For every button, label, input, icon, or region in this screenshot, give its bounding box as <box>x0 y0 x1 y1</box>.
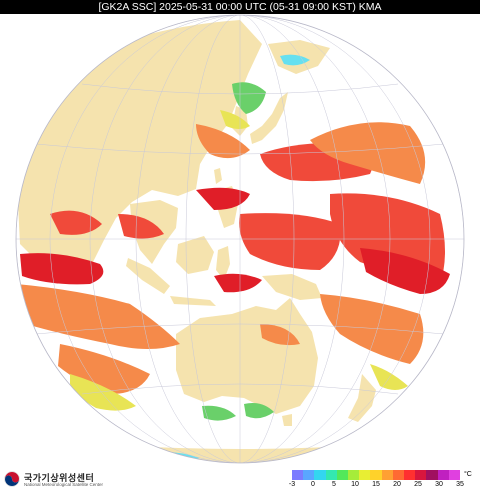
graticule <box>16 15 464 463</box>
color-scale-segment <box>336 470 349 480</box>
color-scale-segment <box>303 470 315 480</box>
agency-name-english: National Meteorological Satellite Center <box>24 482 104 487</box>
sst-patches <box>16 54 450 463</box>
color-scale-tick-label: 20 <box>393 481 401 488</box>
sst-patch-hot <box>360 248 450 294</box>
color-scale-segment <box>348 470 360 480</box>
sst-patch-cold <box>232 82 266 114</box>
sst-patch-warm <box>118 214 164 239</box>
land-sulawesi <box>216 246 230 280</box>
sst-patch-mild <box>320 294 424 364</box>
color-scale-bar <box>292 470 461 480</box>
land-taiwan <box>214 168 222 184</box>
sst-patch-mild <box>310 122 426 184</box>
color-scale: °C -3 0 5 10 15 20 25 30 35 <box>286 470 476 490</box>
title-bar: [GK2A SSC] 2025-05-31 00:00 UTC (05-31 0… <box>0 0 480 14</box>
image-title: [GK2A SSC] 2025-05-31 00:00 UTC (05-31 0… <box>98 1 382 13</box>
land-japan <box>250 92 288 144</box>
color-scale-segment <box>426 470 438 480</box>
color-scale-segment <box>381 470 393 480</box>
color-scale-segment <box>437 470 449 480</box>
sst-patch-cool <box>220 110 250 129</box>
land-new-guinea <box>262 274 322 300</box>
sst-patch-mild <box>196 124 250 159</box>
color-scale-unit: °C <box>464 471 472 478</box>
land-java <box>170 296 216 306</box>
land-tasmania <box>282 414 292 426</box>
color-scale-segment <box>359 470 371 480</box>
land-borneo <box>176 236 214 274</box>
sst-patch-coldest <box>280 54 310 66</box>
sst-patch-mild <box>58 344 150 394</box>
color-scale-segment <box>370 470 382 480</box>
sst-patch-cold <box>244 403 274 419</box>
agency-name-korean: 국가기상위성센터 <box>24 473 95 483</box>
sst-patch-hot <box>214 273 262 293</box>
color-scale-tick-label: 35 <box>456 481 464 488</box>
sst-patch-cool <box>70 374 136 411</box>
color-scale-tick-label: 10 <box>351 481 359 488</box>
color-scale-segment <box>314 470 326 480</box>
color-scale-segment <box>448 470 461 480</box>
color-scale-segment <box>415 470 427 480</box>
disk-outline <box>15 14 465 464</box>
color-scale-segment <box>392 470 405 480</box>
sst-patch-warm <box>239 213 341 270</box>
color-scale-segment <box>292 470 304 480</box>
sst-patch-mild <box>260 324 300 346</box>
color-scale-tick-label: 5 <box>332 481 336 488</box>
color-scale-segment <box>404 470 416 480</box>
sst-patch-cool <box>370 364 408 390</box>
agency-logo: 국가기상위성센터 National Meteorological Satelli… <box>4 470 103 490</box>
full-disk-map <box>15 14 465 464</box>
color-scale-tick-label: 0 <box>311 481 315 488</box>
color-scale-tick-label: -3 <box>288 481 296 488</box>
sst-patch-hot <box>20 253 104 285</box>
taegeuk-emblem-icon <box>4 471 20 487</box>
color-scale-tick-label: 15 <box>372 481 380 488</box>
sst-patch-warm <box>50 210 102 235</box>
land-australia <box>176 298 318 414</box>
color-scale-tick-label: 25 <box>414 481 422 488</box>
land-new-zealand <box>348 374 376 422</box>
color-scale-segment <box>325 470 337 480</box>
sst-patch-hot <box>196 187 250 210</box>
sst-patch-cold <box>202 405 236 421</box>
color-scale-tick-label: 30 <box>435 481 443 488</box>
